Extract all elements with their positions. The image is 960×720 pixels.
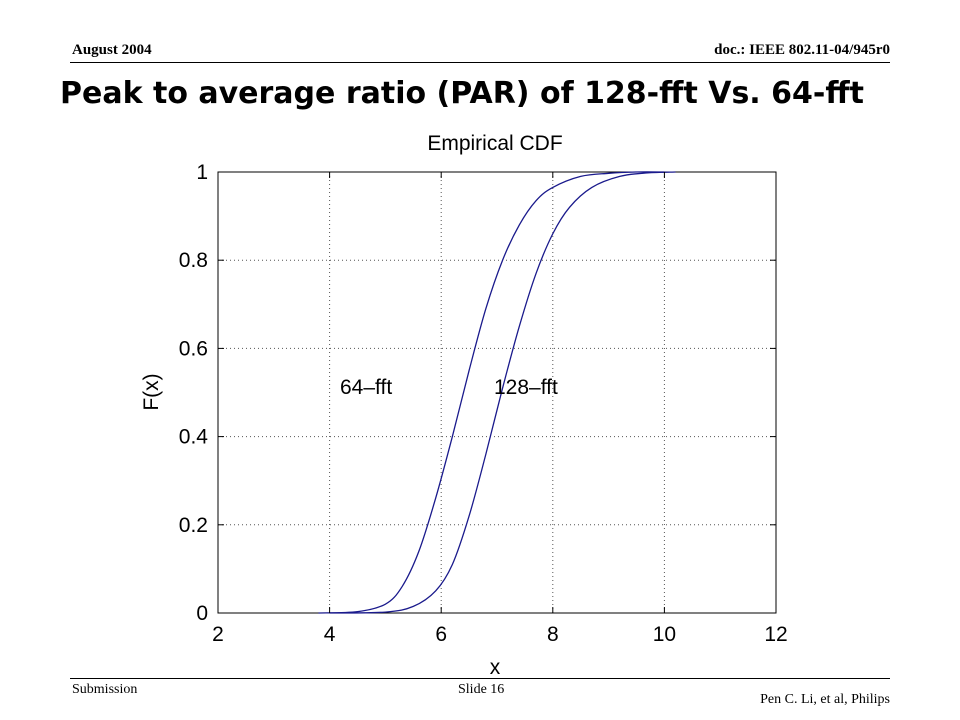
y-tick-label: 0.8: [179, 249, 208, 272]
cdf-chart: Empirical CDF 2 4 6 8 10 12 0 0.2 0.4 0.6 0.8 1 64–…: [140, 132, 788, 679]
x-tick-label: 10: [653, 623, 676, 646]
y-tick-label: 0.4: [179, 426, 209, 449]
y-tick-label: 0.2: [179, 514, 208, 537]
series-label-64fft: 64–fft: [340, 376, 392, 399]
plot-area: [217, 171, 777, 614]
y-axis-label: F(x): [140, 373, 163, 410]
series-label-128fft: 128–fft: [494, 376, 558, 399]
slide-title: Peak to average ratio (PAR) of 128-fft V…: [60, 76, 864, 111]
tick-layer: 2 4 6 8 10 12 0 0.2 0.4 0.6 0.8 1: [179, 161, 788, 646]
footer-divider: [70, 678, 890, 679]
x-axis-label: x: [490, 656, 501, 675]
series-line-128fft: [329, 171, 676, 614]
y-tick-label: 1: [196, 161, 208, 184]
grid-layer: [218, 172, 776, 613]
footer-submission: Submission: [72, 682, 138, 697]
header-divider: [70, 62, 890, 63]
x-tick-label: 8: [547, 623, 559, 646]
y-tick-label: 0.6: [179, 337, 208, 360]
footer-slide-number: Slide 16: [458, 682, 505, 697]
series-layer: [318, 171, 676, 614]
chart-title: Empirical CDF: [427, 132, 562, 155]
series-line-64fft: [318, 171, 665, 614]
x-tick-label: 4: [324, 623, 336, 646]
x-tick-label: 12: [764, 623, 787, 646]
x-tick-label: 6: [435, 623, 447, 646]
y-tick-label: 0: [196, 602, 208, 625]
footer-authors: Pen C. Li, et al, Philips: [760, 692, 890, 707]
chart-container: Empirical CDF 2 4 6 8 10 12 0 0.2 0.4 0.6 0.8 1 64–…: [0, 120, 960, 679]
x-tick-label: 2: [212, 623, 224, 646]
header-doc-id: doc.: IEEE 802.11-04/945r0: [714, 42, 890, 58]
header-date: August 2004: [72, 42, 152, 58]
